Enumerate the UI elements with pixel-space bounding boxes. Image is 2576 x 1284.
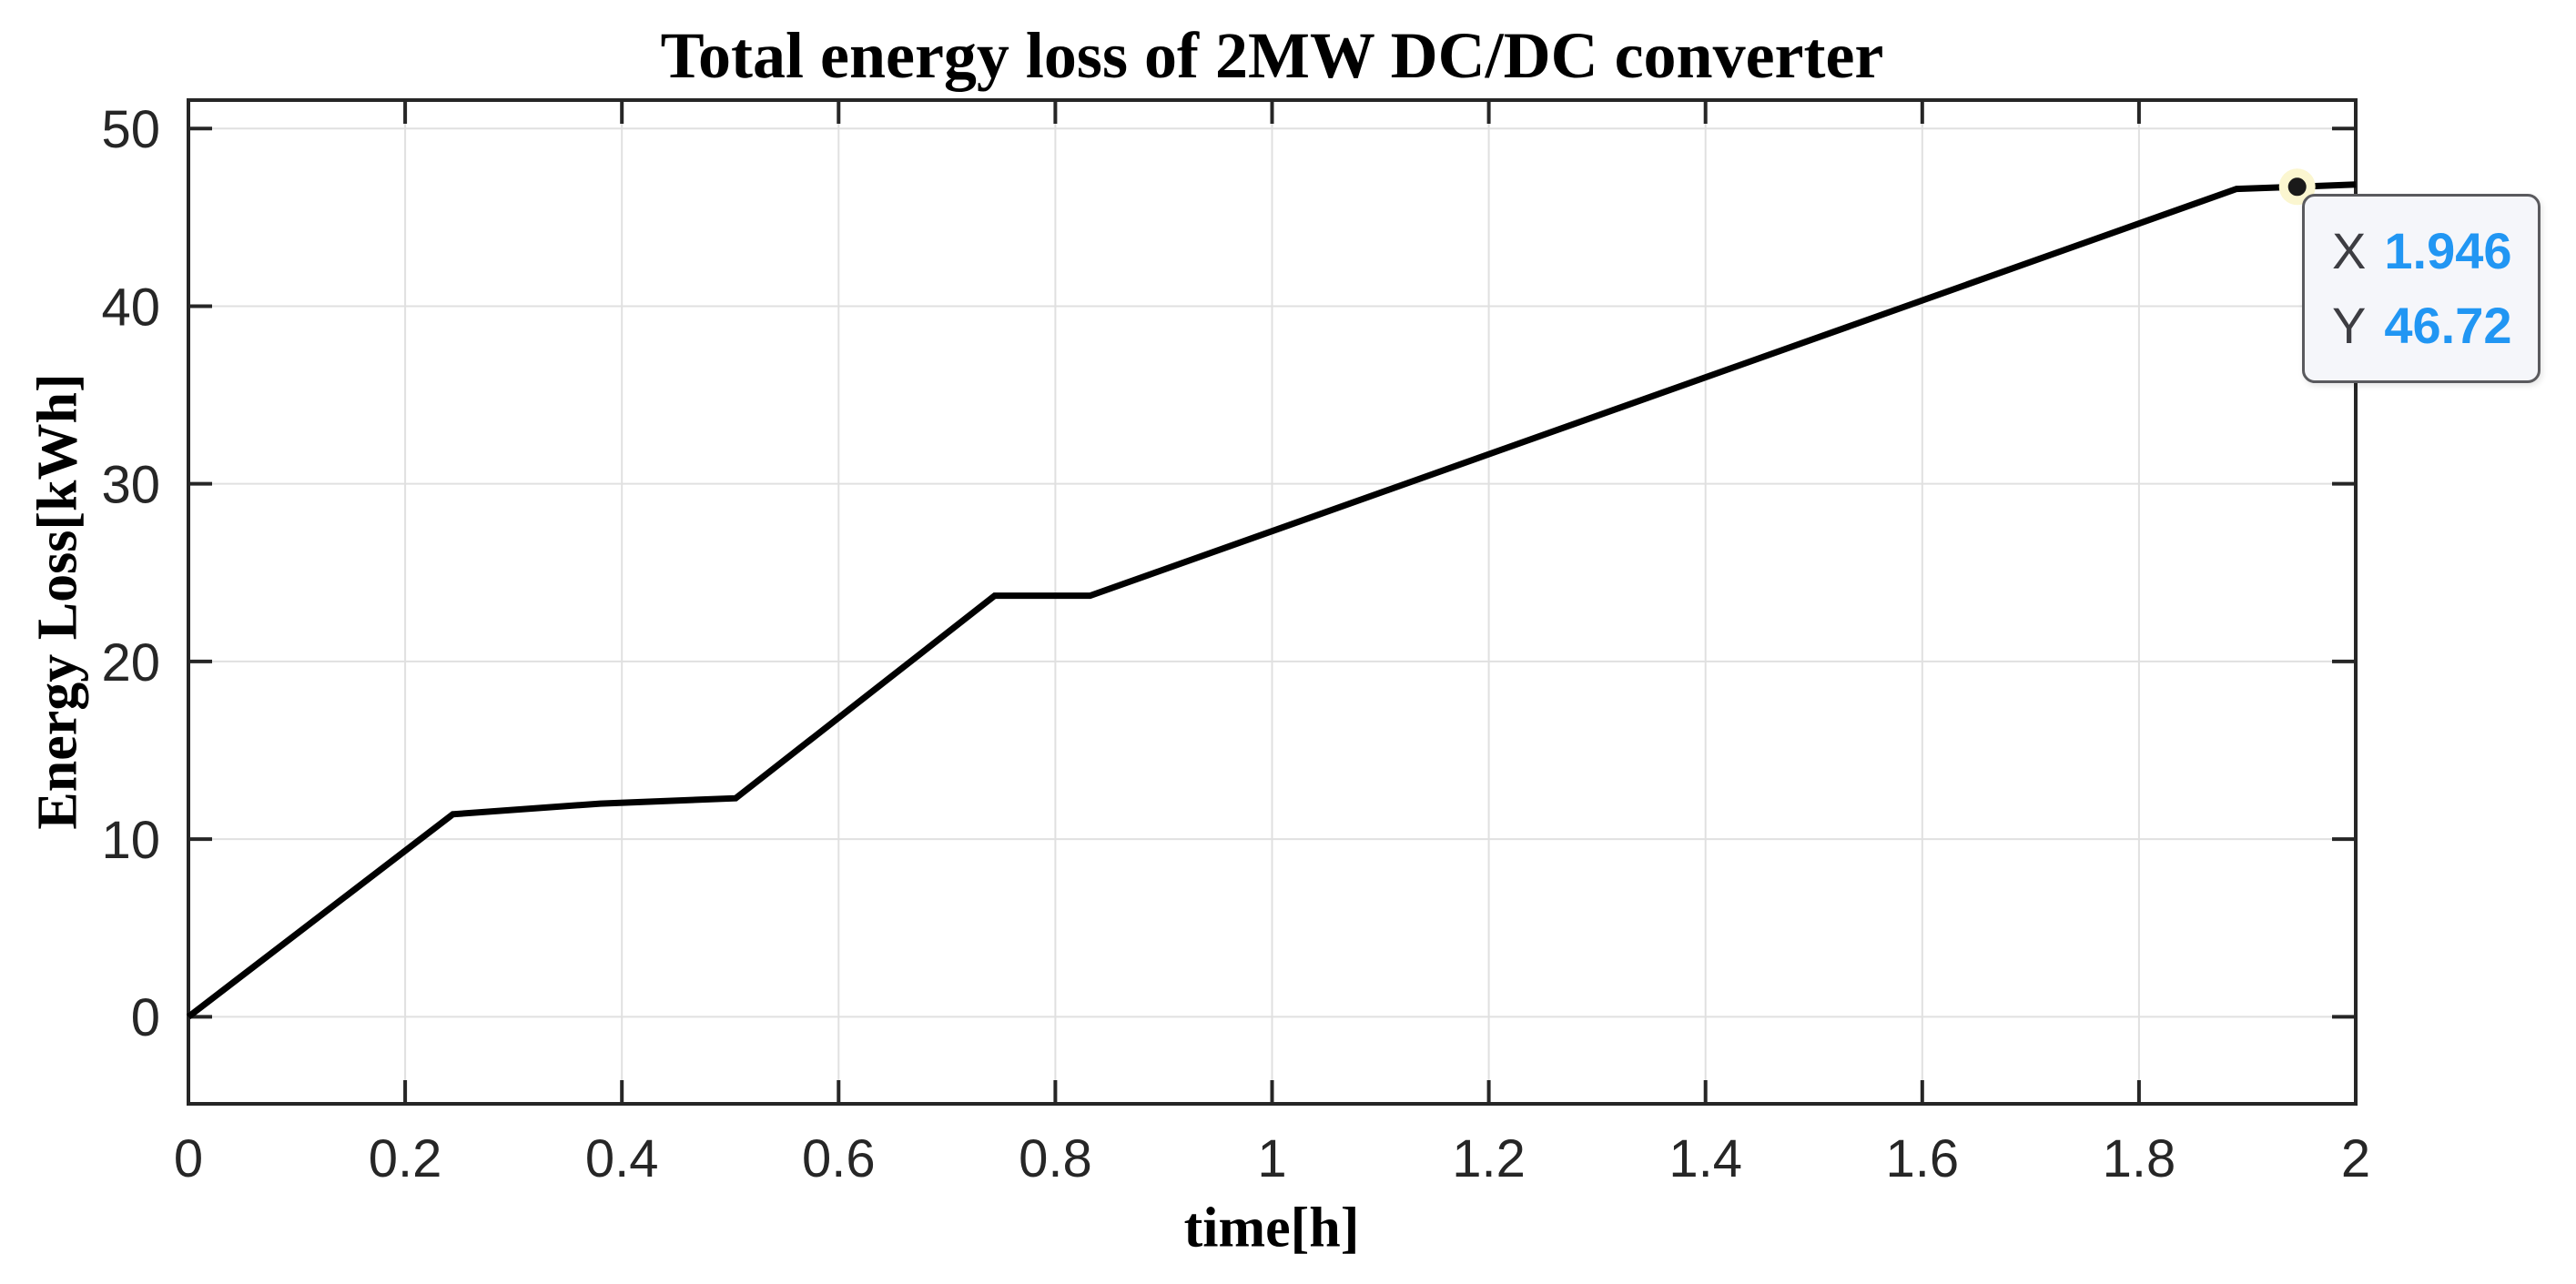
y-tick-label: 0 xyxy=(131,988,160,1047)
y-tick-label: 20 xyxy=(101,633,160,693)
x-tick-label: 0.2 xyxy=(369,1129,442,1188)
chart-title: Total energy loss of 2MW DC/DC converter xyxy=(660,19,1884,92)
x-axis-label: time[h] xyxy=(1183,1197,1360,1259)
x-tick-label: 0.8 xyxy=(1019,1129,1092,1188)
x-tick-label: 1 xyxy=(1257,1129,1286,1188)
y-tick-label: 10 xyxy=(101,811,160,870)
x-tick-label: 0.4 xyxy=(585,1129,659,1188)
datatip-x-key: X xyxy=(2332,222,2367,279)
y-tick-label: 30 xyxy=(101,456,160,515)
x-tick-label: 0.6 xyxy=(802,1129,876,1188)
datatip-y-row: Y 46.72 xyxy=(2332,300,2538,351)
y-axis-label: Energy Loss[kWh] xyxy=(26,373,89,830)
x-tick-label: 1.4 xyxy=(1668,1129,1742,1188)
y-tick-label: 40 xyxy=(101,278,160,337)
datatip-marker[interactable] xyxy=(2286,176,2308,198)
x-tick-label: 2 xyxy=(2341,1129,2370,1188)
datatip-y-value: 46.72 xyxy=(2384,297,2512,354)
x-tick-label: 0 xyxy=(174,1129,203,1188)
x-tick-label: 1.2 xyxy=(1452,1129,1526,1188)
x-tick-label: 1.8 xyxy=(2103,1129,2176,1188)
y-tick-label: 50 xyxy=(101,100,160,159)
series-line[interactable] xyxy=(186,181,2357,1020)
axes-border xyxy=(187,98,2358,1106)
datatip-y-key: Y xyxy=(2332,297,2367,354)
datatip-x-value: 1.946 xyxy=(2384,222,2512,279)
x-tick-label: 1.6 xyxy=(1885,1129,1959,1188)
datatip[interactable]: X 1.946 Y 46.72 xyxy=(2302,194,2541,383)
datatip-x-row: X 1.946 xyxy=(2332,226,2538,277)
